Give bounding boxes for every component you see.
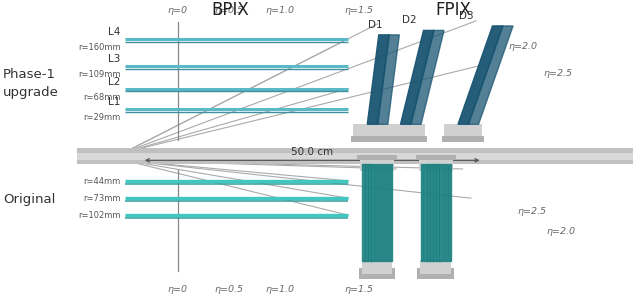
Polygon shape [401, 30, 434, 124]
Text: η=0: η=0 [167, 285, 188, 294]
Bar [449, 164, 451, 261]
Polygon shape [468, 26, 513, 124]
Bar [419, 159, 452, 171]
Text: η=1.5: η=1.5 [344, 6, 374, 15]
Bar [77, 156, 633, 160]
Text: r=68mm: r=68mm [83, 93, 121, 102]
Text: D3: D3 [459, 10, 473, 21]
Bar [360, 159, 394, 171]
Bar [353, 124, 392, 142]
Bar [357, 155, 397, 160]
Text: L4: L4 [109, 27, 121, 37]
Text: D1: D1 [369, 19, 383, 30]
Text: D2: D2 [402, 15, 416, 25]
Bar [417, 268, 454, 279]
Bar [77, 160, 633, 164]
Bar [421, 164, 424, 261]
Bar [351, 136, 394, 142]
Bar [369, 164, 371, 261]
Bar [387, 124, 425, 142]
Bar [443, 164, 445, 261]
Text: FPIX: FPIX [436, 1, 472, 18]
Text: L3: L3 [109, 54, 121, 64]
Bar [436, 164, 439, 261]
Text: r=29mm: r=29mm [84, 113, 121, 122]
Text: r=73mm: r=73mm [83, 194, 121, 203]
Text: η=1.0: η=1.0 [265, 6, 295, 15]
Bar [362, 164, 365, 261]
Text: η=2.5: η=2.5 [518, 207, 546, 216]
Text: r=102mm: r=102mm [78, 211, 121, 220]
Bar [378, 164, 380, 261]
Bar [362, 260, 392, 274]
Bar [385, 136, 427, 142]
Bar [77, 153, 633, 156]
Bar [366, 164, 368, 261]
Text: BPIX: BPIX [211, 1, 249, 18]
Text: r=160mm: r=160mm [78, 43, 121, 52]
Bar [371, 164, 374, 261]
Text: η=2.5: η=2.5 [543, 69, 572, 78]
Bar [390, 164, 392, 261]
Text: L2: L2 [109, 77, 121, 87]
Text: η=1.0: η=1.0 [265, 285, 295, 294]
Text: Phase-1
upgrade: Phase-1 upgrade [3, 68, 59, 99]
Text: η=0: η=0 [167, 6, 188, 15]
Polygon shape [367, 35, 389, 124]
Bar [445, 164, 448, 261]
Bar [444, 124, 482, 142]
Bar [358, 268, 396, 279]
Text: η=1.5: η=1.5 [344, 285, 374, 294]
Polygon shape [458, 26, 503, 124]
Text: Original: Original [3, 193, 56, 206]
Polygon shape [410, 30, 444, 124]
Bar [430, 164, 433, 261]
Bar [420, 260, 451, 274]
Text: L1: L1 [109, 97, 121, 107]
Text: 50.0 cm: 50.0 cm [291, 147, 333, 157]
Bar [384, 164, 386, 261]
Bar [77, 148, 633, 153]
Bar [433, 164, 436, 261]
Bar [374, 164, 377, 261]
Text: η=2.0: η=2.0 [546, 227, 575, 236]
Text: r=44mm: r=44mm [84, 177, 121, 186]
Text: r=109mm: r=109mm [78, 70, 121, 79]
Bar [442, 136, 484, 142]
Text: η=0.5: η=0.5 [214, 6, 243, 15]
Bar [381, 164, 383, 261]
Text: η=0.5: η=0.5 [214, 285, 243, 294]
Bar [424, 164, 427, 261]
Polygon shape [377, 35, 399, 124]
Text: η=2.0: η=2.0 [508, 42, 537, 51]
Bar [440, 164, 442, 261]
Bar [427, 164, 429, 261]
Bar [387, 164, 389, 261]
Bar [416, 155, 456, 160]
